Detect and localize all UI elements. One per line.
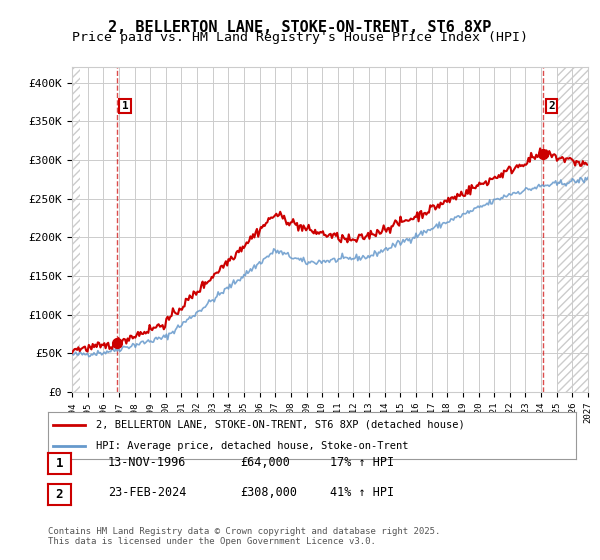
- Text: 17% ↑ HPI: 17% ↑ HPI: [330, 455, 394, 469]
- Text: Price paid vs. HM Land Registry's House Price Index (HPI): Price paid vs. HM Land Registry's House …: [72, 31, 528, 44]
- Text: 2: 2: [56, 488, 63, 501]
- Text: 2, BELLERTON LANE, STOKE-ON-TRENT, ST6 8XP: 2, BELLERTON LANE, STOKE-ON-TRENT, ST6 8…: [109, 20, 491, 35]
- Text: 23-FEB-2024: 23-FEB-2024: [108, 486, 187, 500]
- Text: 41% ↑ HPI: 41% ↑ HPI: [330, 486, 394, 500]
- Text: 2: 2: [548, 101, 555, 111]
- Text: 13-NOV-1996: 13-NOV-1996: [108, 455, 187, 469]
- Text: £64,000: £64,000: [240, 455, 290, 469]
- Text: 2, BELLERTON LANE, STOKE-ON-TRENT, ST6 8XP (detached house): 2, BELLERTON LANE, STOKE-ON-TRENT, ST6 8…: [95, 420, 464, 430]
- Text: 1: 1: [122, 101, 128, 111]
- Text: £308,000: £308,000: [240, 486, 297, 500]
- Text: 1: 1: [56, 457, 63, 470]
- Text: HPI: Average price, detached house, Stoke-on-Trent: HPI: Average price, detached house, Stok…: [95, 441, 408, 451]
- Text: Contains HM Land Registry data © Crown copyright and database right 2025.
This d: Contains HM Land Registry data © Crown c…: [48, 526, 440, 546]
